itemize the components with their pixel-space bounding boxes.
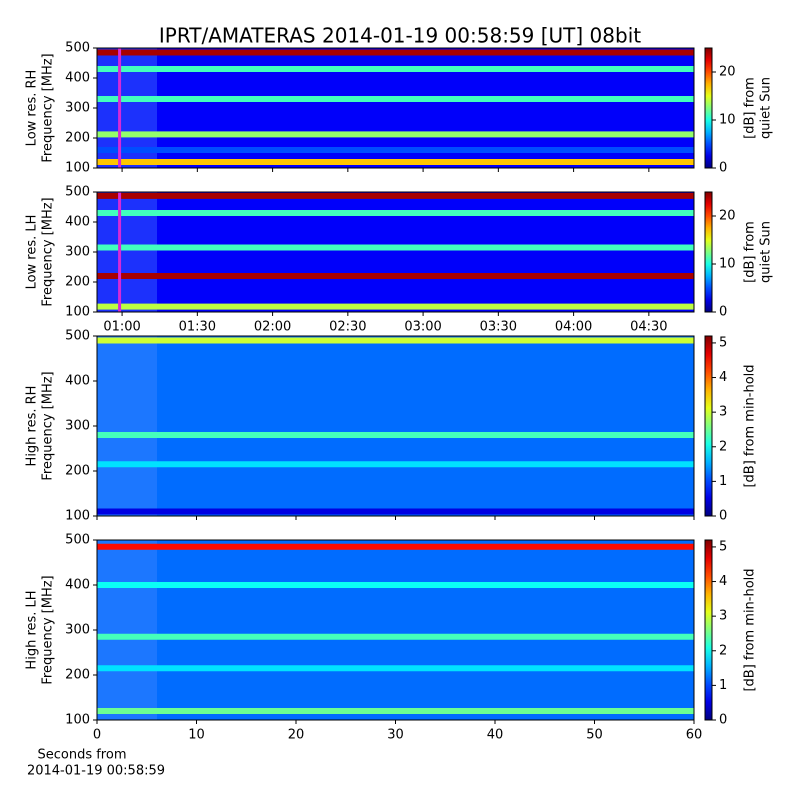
colorbar-tick-label: 4: [719, 370, 727, 385]
y-tick-label: 500: [65, 329, 90, 344]
heatmap-background: [97, 336, 694, 516]
colorbar-label: quiet Sun: [759, 77, 774, 139]
colorbar-tick-label: 2: [719, 439, 727, 454]
colorbar-tick-label: 1: [719, 474, 727, 489]
y-tick-label: 500: [65, 185, 90, 200]
y-tick-label: 300: [65, 101, 90, 116]
band: [97, 665, 694, 672]
colorbar-tick-label: 3: [719, 609, 727, 624]
colorbar-tick-label: 0: [719, 509, 727, 524]
colorbar-label: [dB] from: [743, 77, 758, 139]
colorbar-tick-label: 5: [719, 335, 727, 350]
y-tick-label: 300: [65, 245, 90, 260]
x-tick-label: 50: [586, 728, 603, 743]
colorbar-tick-label: 3: [719, 405, 727, 420]
y-axis-label: Frequency [MHz]: [41, 371, 56, 480]
band: [97, 273, 694, 279]
colorbar-label: quiet Sun: [759, 221, 774, 283]
band: [97, 96, 694, 102]
colorbar-tick-label: 0: [719, 161, 727, 176]
y-tick-label: 300: [65, 623, 90, 638]
band: [97, 543, 694, 550]
band: [97, 147, 694, 153]
band: [97, 49, 694, 56]
colorbar-tick-label: 10: [719, 113, 736, 128]
x-tick-label: 02:30: [329, 320, 366, 335]
y-tick-label: 500: [65, 533, 90, 548]
y-axis-label: Frequency [MHz]: [41, 53, 56, 162]
x-axis-label: Seconds from: [37, 748, 126, 763]
x-tick-label: 20: [288, 728, 305, 743]
x-tick-label: 04:30: [630, 320, 667, 335]
band: [97, 192, 694, 199]
colorbar-tick-label: 0: [719, 305, 727, 320]
colorbar-tick-label: 2: [719, 643, 727, 658]
y-tick-label: 400: [65, 215, 90, 230]
texture: [97, 540, 157, 720]
x-axis-label: 2014-01-19 00:58:59: [27, 764, 165, 779]
colorbar: [704, 47, 713, 169]
band: [97, 461, 694, 468]
y-tick-label: 200: [65, 464, 90, 479]
x-tick-label: 60: [686, 728, 703, 743]
texture: [97, 336, 157, 516]
x-tick-label: 40: [487, 728, 504, 743]
y-axis-label: Frequency [MHz]: [41, 575, 56, 684]
y-axis-label: Low res. LH: [25, 215, 40, 290]
band: [97, 303, 694, 310]
y-tick-label: 200: [65, 275, 90, 290]
colorbar-tick-label: 20: [719, 65, 736, 80]
colorbar-tick-label: 20: [719, 209, 736, 224]
x-tick-label: 04:00: [555, 320, 592, 335]
band: [97, 210, 694, 216]
x-tick-label: 03:00: [404, 320, 441, 335]
y-tick-label: 300: [65, 419, 90, 434]
y-tick-label: 500: [65, 41, 90, 56]
figure-title: IPRT/AMATERAS 2014-01-19 00:58:59 [UT] 0…: [159, 24, 641, 48]
colorbar-label: [dB] from min-hold: [743, 364, 758, 487]
band: [97, 131, 694, 138]
band: [97, 708, 694, 714]
x-tick-label: 01:30: [179, 320, 216, 335]
y-tick-label: 100: [65, 509, 90, 524]
band: [97, 337, 694, 344]
y-axis-label: High res. LH: [25, 590, 40, 669]
x-tick-label: 01:00: [103, 320, 140, 335]
colorbar-tick-label: 10: [719, 257, 736, 272]
colorbar: [704, 335, 713, 517]
colorbar: [704, 191, 713, 313]
y-tick-label: 200: [65, 131, 90, 146]
x-tick-label: 02:00: [254, 320, 291, 335]
y-axis-label: High res. RH: [25, 386, 40, 467]
colorbar-tick-label: 4: [719, 574, 727, 589]
band: [97, 633, 694, 640]
band: [97, 508, 694, 515]
y-tick-label: 100: [65, 713, 90, 728]
x-tick-label: 30: [387, 728, 404, 743]
colorbar-label: [dB] from min-hold: [743, 568, 758, 691]
band: [97, 582, 694, 588]
band: [97, 244, 694, 251]
y-tick-label: 400: [65, 374, 90, 389]
y-tick-label: 400: [65, 71, 90, 86]
y-tick-label: 100: [65, 305, 90, 320]
colorbar-tick-label: 5: [719, 539, 727, 554]
colorbar-label: [dB] from: [743, 221, 758, 283]
colorbar: [704, 539, 713, 721]
colorbar-tick-label: 1: [719, 678, 727, 693]
y-tick-label: 200: [65, 668, 90, 683]
band: [97, 432, 694, 438]
x-tick-label: 03:30: [480, 320, 517, 335]
y-tick-label: 100: [65, 161, 90, 176]
y-axis-label: Low res. RH: [25, 70, 40, 147]
heatmap-background: [97, 540, 694, 720]
colorbar-tick-label: 0: [719, 713, 727, 728]
y-axis-label: Frequency [MHz]: [41, 197, 56, 306]
band: [97, 159, 694, 165]
x-tick-label: 10: [188, 728, 205, 743]
band: [97, 66, 694, 72]
x-tick-label: 0: [93, 728, 101, 743]
y-tick-label: 400: [65, 578, 90, 593]
